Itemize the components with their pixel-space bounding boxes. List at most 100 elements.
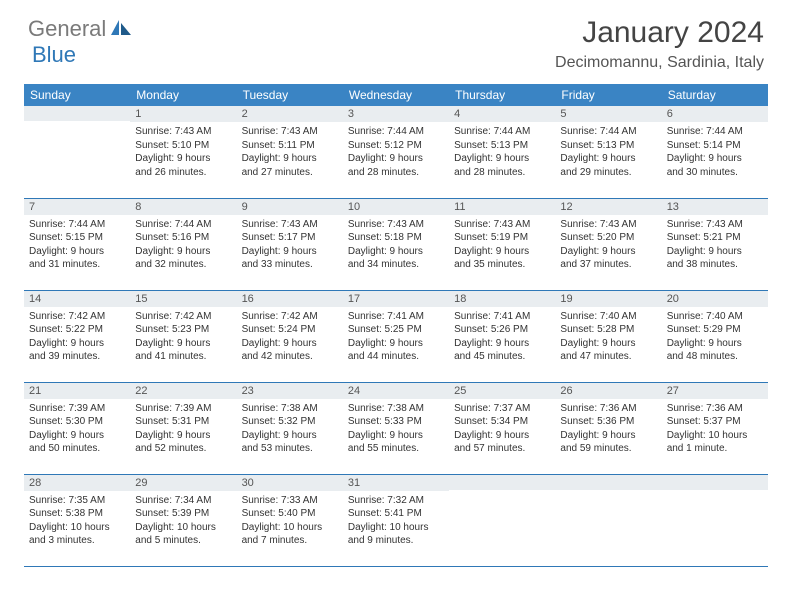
day-details: Sunrise: 7:36 AMSunset: 5:36 PMDaylight:… bbox=[555, 399, 661, 460]
calendar-cell: 14Sunrise: 7:42 AMSunset: 5:22 PMDayligh… bbox=[24, 290, 130, 382]
calendar-cell: 13Sunrise: 7:43 AMSunset: 5:21 PMDayligh… bbox=[662, 198, 768, 290]
day-details: Sunrise: 7:44 AMSunset: 5:14 PMDaylight:… bbox=[662, 122, 768, 183]
day-number: 4 bbox=[449, 106, 555, 122]
calendar-cell: 22Sunrise: 7:39 AMSunset: 5:31 PMDayligh… bbox=[130, 382, 236, 474]
calendar-cell: 10Sunrise: 7:43 AMSunset: 5:18 PMDayligh… bbox=[343, 198, 449, 290]
calendar-cell: 18Sunrise: 7:41 AMSunset: 5:26 PMDayligh… bbox=[449, 290, 555, 382]
day-number: 6 bbox=[662, 106, 768, 122]
day-number: 22 bbox=[130, 383, 236, 399]
title-block: January 2024 Decimomannu, Sardinia, Ital… bbox=[555, 16, 764, 72]
calendar-cell bbox=[555, 474, 661, 566]
calendar-cell: 25Sunrise: 7:37 AMSunset: 5:34 PMDayligh… bbox=[449, 382, 555, 474]
sail-icon bbox=[110, 16, 132, 42]
calendar-cell: 19Sunrise: 7:40 AMSunset: 5:28 PMDayligh… bbox=[555, 290, 661, 382]
day-number bbox=[662, 475, 768, 490]
calendar-cell: 29Sunrise: 7:34 AMSunset: 5:39 PMDayligh… bbox=[130, 474, 236, 566]
day-details: Sunrise: 7:32 AMSunset: 5:41 PMDaylight:… bbox=[343, 491, 449, 552]
day-number: 26 bbox=[555, 383, 661, 399]
calendar-cell bbox=[24, 106, 130, 198]
calendar-cell: 5Sunrise: 7:44 AMSunset: 5:13 PMDaylight… bbox=[555, 106, 661, 198]
day-number bbox=[24, 106, 130, 121]
day-details: Sunrise: 7:38 AMSunset: 5:32 PMDaylight:… bbox=[237, 399, 343, 460]
day-details: Sunrise: 7:42 AMSunset: 5:22 PMDaylight:… bbox=[24, 307, 130, 368]
calendar-cell: 11Sunrise: 7:43 AMSunset: 5:19 PMDayligh… bbox=[449, 198, 555, 290]
day-number: 31 bbox=[343, 475, 449, 491]
calendar-week: 28Sunrise: 7:35 AMSunset: 5:38 PMDayligh… bbox=[24, 474, 768, 566]
calendar-week: 7Sunrise: 7:44 AMSunset: 5:15 PMDaylight… bbox=[24, 198, 768, 290]
calendar-cell: 3Sunrise: 7:44 AMSunset: 5:12 PMDaylight… bbox=[343, 106, 449, 198]
calendar-cell: 26Sunrise: 7:36 AMSunset: 5:36 PMDayligh… bbox=[555, 382, 661, 474]
calendar-cell: 8Sunrise: 7:44 AMSunset: 5:16 PMDaylight… bbox=[130, 198, 236, 290]
calendar-cell: 20Sunrise: 7:40 AMSunset: 5:29 PMDayligh… bbox=[662, 290, 768, 382]
calendar-cell: 16Sunrise: 7:42 AMSunset: 5:24 PMDayligh… bbox=[237, 290, 343, 382]
day-header: Thursday bbox=[449, 84, 555, 106]
day-number: 18 bbox=[449, 291, 555, 307]
day-details: Sunrise: 7:34 AMSunset: 5:39 PMDaylight:… bbox=[130, 491, 236, 552]
day-details: Sunrise: 7:43 AMSunset: 5:18 PMDaylight:… bbox=[343, 215, 449, 276]
calendar-cell: 7Sunrise: 7:44 AMSunset: 5:15 PMDaylight… bbox=[24, 198, 130, 290]
day-details: Sunrise: 7:42 AMSunset: 5:24 PMDaylight:… bbox=[237, 307, 343, 368]
day-header: Monday bbox=[130, 84, 236, 106]
calendar-week: 21Sunrise: 7:39 AMSunset: 5:30 PMDayligh… bbox=[24, 382, 768, 474]
calendar-header-row: SundayMondayTuesdayWednesdayThursdayFrid… bbox=[24, 84, 768, 106]
day-header: Wednesday bbox=[343, 84, 449, 106]
calendar-cell: 17Sunrise: 7:41 AMSunset: 5:25 PMDayligh… bbox=[343, 290, 449, 382]
day-details: Sunrise: 7:43 AMSunset: 5:19 PMDaylight:… bbox=[449, 215, 555, 276]
day-details: Sunrise: 7:33 AMSunset: 5:40 PMDaylight:… bbox=[237, 491, 343, 552]
brand-logo: General bbox=[28, 16, 134, 42]
day-number: 13 bbox=[662, 199, 768, 215]
day-number: 19 bbox=[555, 291, 661, 307]
day-details: Sunrise: 7:36 AMSunset: 5:37 PMDaylight:… bbox=[662, 399, 768, 460]
day-number: 20 bbox=[662, 291, 768, 307]
day-details: Sunrise: 7:40 AMSunset: 5:28 PMDaylight:… bbox=[555, 307, 661, 368]
calendar-body: 1Sunrise: 7:43 AMSunset: 5:10 PMDaylight… bbox=[24, 106, 768, 566]
day-number: 25 bbox=[449, 383, 555, 399]
calendar-cell bbox=[662, 474, 768, 566]
day-details: Sunrise: 7:43 AMSunset: 5:21 PMDaylight:… bbox=[662, 215, 768, 276]
calendar-cell: 24Sunrise: 7:38 AMSunset: 5:33 PMDayligh… bbox=[343, 382, 449, 474]
day-number: 12 bbox=[555, 199, 661, 215]
day-details: Sunrise: 7:44 AMSunset: 5:15 PMDaylight:… bbox=[24, 215, 130, 276]
calendar-table: SundayMondayTuesdayWednesdayThursdayFrid… bbox=[24, 84, 768, 567]
brand-word-general: General bbox=[28, 16, 106, 42]
brand-word-blue: Blue bbox=[32, 42, 76, 68]
day-details: Sunrise: 7:43 AMSunset: 5:11 PMDaylight:… bbox=[237, 122, 343, 183]
calendar-cell: 6Sunrise: 7:44 AMSunset: 5:14 PMDaylight… bbox=[662, 106, 768, 198]
calendar-cell: 4Sunrise: 7:44 AMSunset: 5:13 PMDaylight… bbox=[449, 106, 555, 198]
day-details: Sunrise: 7:37 AMSunset: 5:34 PMDaylight:… bbox=[449, 399, 555, 460]
header: General January 2024 Decimomannu, Sardin… bbox=[0, 0, 792, 76]
day-header: Saturday bbox=[662, 84, 768, 106]
day-details: Sunrise: 7:44 AMSunset: 5:13 PMDaylight:… bbox=[555, 122, 661, 183]
day-details: Sunrise: 7:35 AMSunset: 5:38 PMDaylight:… bbox=[24, 491, 130, 552]
day-number: 3 bbox=[343, 106, 449, 122]
day-number: 28 bbox=[24, 475, 130, 491]
day-details: Sunrise: 7:39 AMSunset: 5:31 PMDaylight:… bbox=[130, 399, 236, 460]
day-number bbox=[555, 475, 661, 490]
calendar-cell: 28Sunrise: 7:35 AMSunset: 5:38 PMDayligh… bbox=[24, 474, 130, 566]
page-title: January 2024 bbox=[555, 16, 764, 50]
day-number: 7 bbox=[24, 199, 130, 215]
location-subtitle: Decimomannu, Sardinia, Italy bbox=[555, 54, 764, 72]
calendar-cell: 30Sunrise: 7:33 AMSunset: 5:40 PMDayligh… bbox=[237, 474, 343, 566]
day-number bbox=[449, 475, 555, 490]
day-number: 21 bbox=[24, 383, 130, 399]
day-details: Sunrise: 7:40 AMSunset: 5:29 PMDaylight:… bbox=[662, 307, 768, 368]
day-number: 29 bbox=[130, 475, 236, 491]
calendar-cell: 2Sunrise: 7:43 AMSunset: 5:11 PMDaylight… bbox=[237, 106, 343, 198]
day-number: 10 bbox=[343, 199, 449, 215]
calendar-cell: 23Sunrise: 7:38 AMSunset: 5:32 PMDayligh… bbox=[237, 382, 343, 474]
day-number: 5 bbox=[555, 106, 661, 122]
calendar-cell: 15Sunrise: 7:42 AMSunset: 5:23 PMDayligh… bbox=[130, 290, 236, 382]
day-number: 8 bbox=[130, 199, 236, 215]
day-details: Sunrise: 7:39 AMSunset: 5:30 PMDaylight:… bbox=[24, 399, 130, 460]
calendar-cell bbox=[449, 474, 555, 566]
day-number: 2 bbox=[237, 106, 343, 122]
day-number: 15 bbox=[130, 291, 236, 307]
calendar-cell: 21Sunrise: 7:39 AMSunset: 5:30 PMDayligh… bbox=[24, 382, 130, 474]
day-details: Sunrise: 7:43 AMSunset: 5:17 PMDaylight:… bbox=[237, 215, 343, 276]
calendar-cell: 9Sunrise: 7:43 AMSunset: 5:17 PMDaylight… bbox=[237, 198, 343, 290]
day-details: Sunrise: 7:44 AMSunset: 5:16 PMDaylight:… bbox=[130, 215, 236, 276]
day-number: 1 bbox=[130, 106, 236, 122]
day-number: 14 bbox=[24, 291, 130, 307]
day-details: Sunrise: 7:44 AMSunset: 5:12 PMDaylight:… bbox=[343, 122, 449, 183]
